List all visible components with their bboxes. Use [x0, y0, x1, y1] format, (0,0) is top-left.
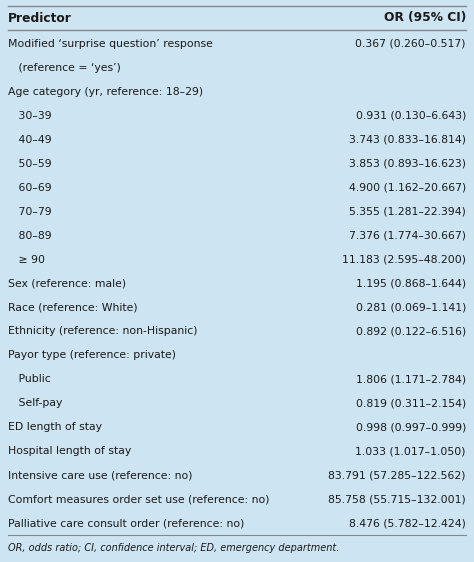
Text: 85.758 (55.715–132.001): 85.758 (55.715–132.001) [328, 494, 466, 504]
Text: Public: Public [8, 374, 51, 384]
Text: 40–49: 40–49 [8, 135, 52, 145]
Text: Race (reference: White): Race (reference: White) [8, 302, 137, 312]
Text: Self-pay: Self-pay [8, 398, 63, 408]
Text: Modified ‘surprise question’ response: Modified ‘surprise question’ response [8, 39, 213, 49]
Text: 83.791 (57.285–122.562): 83.791 (57.285–122.562) [328, 470, 466, 480]
Text: 70–79: 70–79 [8, 207, 52, 216]
Text: Payor type (reference: private): Payor type (reference: private) [8, 350, 176, 360]
Text: ≥ 90: ≥ 90 [8, 255, 45, 265]
Text: 4.900 (1.162–20.667): 4.900 (1.162–20.667) [349, 183, 466, 193]
Text: (reference = ‘yes’): (reference = ‘yes’) [8, 63, 121, 73]
Text: 7.376 (1.774–30.667): 7.376 (1.774–30.667) [349, 230, 466, 241]
Text: OR, odds ratio; CI, confidence interval; ED, emergency department.: OR, odds ratio; CI, confidence interval;… [8, 543, 339, 553]
Text: Sex (reference: male): Sex (reference: male) [8, 279, 126, 288]
Text: 5.355 (1.281–22.394): 5.355 (1.281–22.394) [349, 207, 466, 216]
Text: 0.819 (0.311–2.154): 0.819 (0.311–2.154) [356, 398, 466, 408]
Text: 0.892 (0.122–6.516): 0.892 (0.122–6.516) [356, 327, 466, 337]
Text: Comfort measures order set use (reference: no): Comfort measures order set use (referenc… [8, 494, 270, 504]
Text: Predictor: Predictor [8, 11, 72, 25]
Text: OR (95% CI): OR (95% CI) [384, 11, 466, 25]
Text: 0.931 (0.130–6.643): 0.931 (0.130–6.643) [356, 111, 466, 121]
Text: 8.476 (5.782–12.424): 8.476 (5.782–12.424) [349, 518, 466, 528]
Text: Palliative care consult order (reference: no): Palliative care consult order (reference… [8, 518, 245, 528]
Text: 1.033 (1.017–1.050): 1.033 (1.017–1.050) [356, 446, 466, 456]
Text: 60–69: 60–69 [8, 183, 52, 193]
Text: 1.806 (1.171–2.784): 1.806 (1.171–2.784) [356, 374, 466, 384]
Text: 30–39: 30–39 [8, 111, 52, 121]
Text: Intensive care use (reference: no): Intensive care use (reference: no) [8, 470, 192, 480]
Text: 50–59: 50–59 [8, 158, 52, 169]
Text: 0.281 (0.069–1.141): 0.281 (0.069–1.141) [356, 302, 466, 312]
Text: 0.367 (0.260–0.517): 0.367 (0.260–0.517) [356, 39, 466, 49]
Text: 1.195 (0.868–1.644): 1.195 (0.868–1.644) [356, 279, 466, 288]
Text: 80–89: 80–89 [8, 230, 52, 241]
Text: 0.998 (0.997–0.999): 0.998 (0.997–0.999) [356, 422, 466, 432]
Text: 11.183 (2.595–48.200): 11.183 (2.595–48.200) [342, 255, 466, 265]
Text: Ethnicity (reference: non-Hispanic): Ethnicity (reference: non-Hispanic) [8, 327, 198, 337]
Text: Hospital length of stay: Hospital length of stay [8, 446, 131, 456]
Text: ED length of stay: ED length of stay [8, 422, 102, 432]
Text: 3.743 (0.833–16.814): 3.743 (0.833–16.814) [349, 135, 466, 145]
Text: 3.853 (0.893–16.623): 3.853 (0.893–16.623) [349, 158, 466, 169]
Text: Age category (yr, reference: 18–29): Age category (yr, reference: 18–29) [8, 87, 203, 97]
